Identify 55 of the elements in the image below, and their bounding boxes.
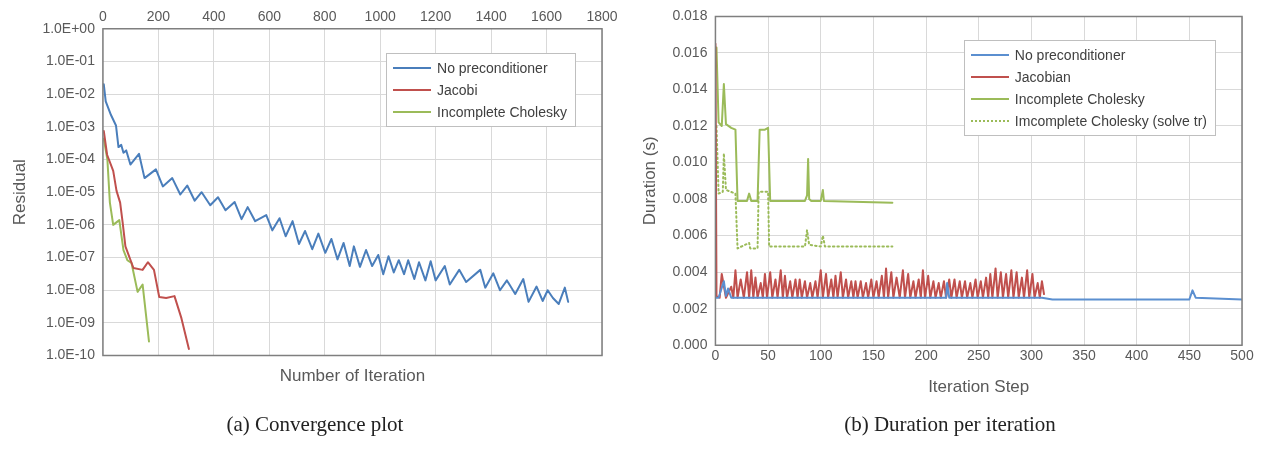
legend-label: Jacobi — [437, 81, 478, 98]
text: (a) Convergence plot — [225, 412, 405, 437]
x-tick-label: 0 — [99, 8, 108, 25]
x-tick-label: 450 — [1177, 347, 1202, 364]
y-tick-label: 1.0E-08 — [45, 281, 96, 298]
y-tick-label: 0.008 — [672, 189, 708, 206]
y-tick-label: 0.012 — [672, 116, 708, 133]
legend-label: No preconditioner — [1014, 47, 1126, 64]
y-tick-label: 1.0E-10 — [45, 346, 96, 363]
x-tick-label: 100 — [809, 347, 833, 364]
x-tick-label: 800 — [313, 8, 337, 25]
text: (b) Duration per iteration — [843, 412, 1057, 437]
y-tick-label: 1.0E-07 — [45, 248, 96, 265]
y-tick-label: 0.006 — [672, 226, 708, 243]
x-tick-label: 1000 — [364, 8, 396, 25]
x-tick-label: 500 — [1230, 347, 1254, 364]
x-tick-label: 150 — [861, 347, 886, 364]
y-tick-label: 1.0E-05 — [45, 183, 96, 200]
legend-label: Incomplete Cholesky — [437, 103, 567, 120]
y-tick-label: 1.0E-04 — [45, 150, 96, 167]
x-tick-label: 400 — [202, 8, 226, 25]
x-tick-label: 0 — [711, 347, 720, 364]
y-tick-label: 0.004 — [672, 262, 708, 279]
y-tick-label: 1.0E-06 — [45, 215, 96, 232]
x-tick-label: 1200 — [420, 8, 452, 25]
y-tick-label: 0.014 — [672, 80, 708, 97]
legend-label: No preconditioner — [437, 59, 548, 76]
x-tick-label: 600 — [257, 8, 282, 25]
y-tick-label: 0.002 — [672, 299, 708, 316]
x-tick-label: 1800 — [586, 8, 618, 25]
x-axis-title: Iteration Step — [927, 377, 1031, 398]
x-tick-label: 1400 — [475, 8, 507, 25]
y-tick-label: 1.0E-03 — [45, 117, 96, 134]
legend-label: Incomplete Cholesky — [1014, 91, 1145, 108]
x-axis-title: Number of Iteration — [278, 365, 427, 386]
x-tick-label: 50 — [760, 347, 777, 364]
x-tick-label: 250 — [967, 347, 991, 364]
y-tick-label: 1.0E-01 — [45, 52, 96, 69]
y-tick-label: 0.010 — [672, 153, 708, 170]
y-tick-label: 1.0E-02 — [45, 85, 96, 102]
y-axis-title: Duration (s) — [639, 136, 659, 226]
x-tick-label: 350 — [1072, 347, 1096, 364]
y-tick-label: 0.016 — [672, 43, 708, 60]
y-tick-label: 1.0E-09 — [45, 313, 96, 330]
y-tick-label: 1.0E+00 — [42, 19, 96, 36]
y-axis-title: Residual — [9, 159, 29, 226]
y-tick-label: 0.000 — [672, 336, 708, 353]
y-tick-label: 0.018 — [672, 7, 708, 24]
x-tick-label: 300 — [1019, 347, 1044, 364]
x-tick-label: 200 — [146, 8, 171, 25]
x-tick-label: 1600 — [530, 8, 563, 25]
x-tick-label: 200 — [914, 347, 938, 364]
legend-label: Jacobian — [1014, 69, 1071, 86]
x-tick-label: 400 — [1125, 347, 1149, 364]
legend-label: Imcomplete Cholesky (solve tr) — [1014, 113, 1207, 130]
